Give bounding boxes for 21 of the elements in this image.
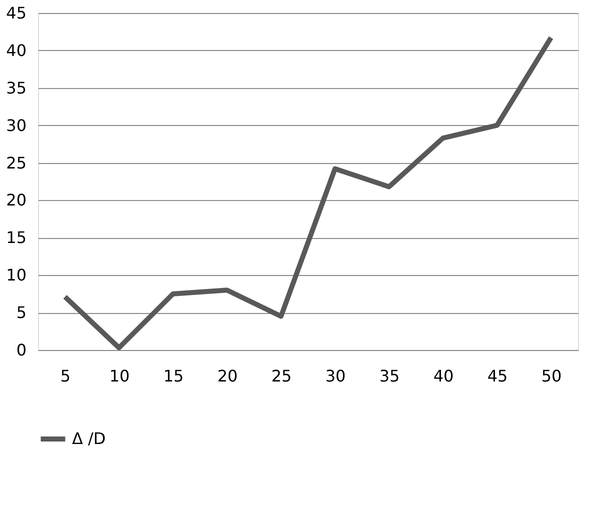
x-tick-label: 25 [271,366,292,386]
x-tick-label: 50 [541,366,562,386]
y-tick-label: 10 [6,266,26,285]
y-tick-label: 45 [6,4,26,22]
y-tick-label: 20 [6,190,26,210]
y-tick-label: 40 [6,40,26,60]
y-tick-label: 35 [6,78,26,98]
x-tick-label: 20 [217,366,238,386]
x-tick-label: 30 [325,366,346,386]
y-tick-label: 0 [16,340,26,360]
y-tick-label: 30 [6,116,26,135]
x-tick-label: 45 [487,366,508,386]
x-tick-label: 35 [379,366,400,386]
y-tick-label: 15 [6,228,26,248]
y-tick-label: 25 [6,153,26,172]
y-tick-label: 5 [16,303,26,322]
legend-label: Δ /D [72,429,106,448]
x-tick-label: 10 [109,366,130,386]
x-tick-label: 5 [60,366,71,386]
x-tick-label: 40 [433,366,454,386]
x-tick-label: 15 [163,366,184,386]
